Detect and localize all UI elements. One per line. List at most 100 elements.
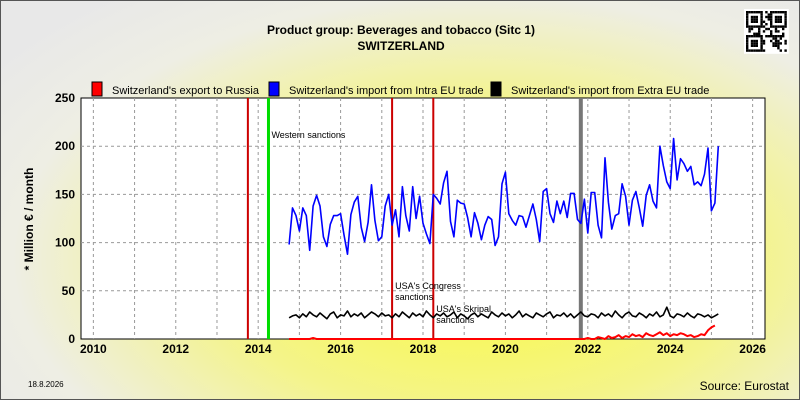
qr-module xyxy=(774,37,778,40)
x-tick-label: 2016 xyxy=(327,342,354,356)
qr-module xyxy=(755,25,758,28)
qr-module xyxy=(753,15,756,19)
qr-module xyxy=(772,35,775,38)
qr-module xyxy=(774,30,778,33)
qr-module xyxy=(779,20,782,23)
event-lines: Western sanctions USA's Congress sanctions… xyxy=(246,98,583,339)
qr-module xyxy=(750,20,754,23)
qr-module xyxy=(755,15,758,19)
qr-module xyxy=(753,11,756,14)
qr-module xyxy=(758,35,761,38)
qr-module xyxy=(770,32,773,35)
qr-module xyxy=(772,42,775,45)
qr-module xyxy=(758,32,761,35)
qr-module xyxy=(750,27,754,31)
event-label: USA's Skripal sanctions xyxy=(436,304,491,325)
qr-module xyxy=(770,25,773,28)
qr-module xyxy=(774,42,778,45)
qr-module xyxy=(753,20,756,23)
qr-module xyxy=(760,49,763,52)
qr-module xyxy=(777,44,780,47)
qr-module xyxy=(779,35,782,38)
qr-module xyxy=(760,13,763,16)
qr-module xyxy=(746,11,749,14)
qr-module xyxy=(782,32,785,35)
y-tick-label: 200 xyxy=(55,139,75,153)
qr-module xyxy=(748,11,751,14)
series-import-intra-eu xyxy=(288,137,720,255)
qr-module xyxy=(755,39,758,43)
qr-module xyxy=(784,23,787,26)
event-label: Western sanctions xyxy=(271,130,345,140)
qr-module xyxy=(755,44,758,47)
qr-module xyxy=(746,44,749,47)
qr-module xyxy=(774,18,778,21)
x-tick-label: 2012 xyxy=(162,342,189,356)
qr-module xyxy=(779,49,782,52)
qr-module xyxy=(750,49,754,52)
qr-module xyxy=(784,42,787,45)
qr-module xyxy=(760,37,763,40)
qr-module xyxy=(760,23,763,26)
qr-module xyxy=(755,35,758,38)
qr-module xyxy=(774,27,778,31)
qr-module xyxy=(777,15,780,19)
legend-label-intra-eu: Switzerland's import from Intra EU trade xyxy=(289,85,484,97)
qr-module xyxy=(760,15,763,19)
qr-module xyxy=(746,47,749,50)
qr-module xyxy=(770,20,773,23)
qr-module xyxy=(762,30,766,33)
qr-module xyxy=(777,18,780,21)
qr-module xyxy=(755,32,758,35)
qr-module xyxy=(784,49,787,52)
chart-subtitle: SWITZERLAND xyxy=(357,39,445,53)
qr-module xyxy=(750,18,754,21)
qr-module xyxy=(758,27,761,31)
qr-module xyxy=(750,35,754,38)
y-axis-label: * Million € / month xyxy=(22,168,36,271)
qr-module xyxy=(755,18,758,21)
qr-module xyxy=(777,20,780,23)
qr-module xyxy=(748,27,751,31)
qr-module xyxy=(779,15,782,19)
qr-module xyxy=(765,23,768,26)
series-import-extra-eu xyxy=(288,306,719,320)
qr-module xyxy=(772,25,775,28)
y-tick-label: 250 xyxy=(55,91,75,105)
qr-module xyxy=(762,42,766,45)
x-axis-ticks: 2010 2012 2014 2016 2018 2020 2022 2024 2026 xyxy=(80,342,766,356)
qr-module xyxy=(760,35,763,38)
qr-module xyxy=(767,13,770,16)
qr-module xyxy=(748,35,751,38)
x-tick-label: 2024 xyxy=(657,342,684,356)
qr-module xyxy=(758,25,761,28)
qr-module xyxy=(746,13,749,16)
qr-module xyxy=(770,35,773,38)
qr-module xyxy=(779,37,782,40)
legend-swatch-intra-eu xyxy=(268,81,280,97)
qr-module xyxy=(746,23,749,26)
qr-module xyxy=(755,11,758,14)
qr-module xyxy=(762,20,766,23)
qr-module xyxy=(772,37,775,40)
qr-module xyxy=(770,23,773,26)
qr-module xyxy=(782,11,785,14)
y-tick-label: 0 xyxy=(68,332,75,346)
qr-module xyxy=(784,15,787,19)
x-tick-label: 2020 xyxy=(492,342,519,356)
qr-module xyxy=(774,35,778,38)
series-lines xyxy=(288,137,720,340)
qr-module xyxy=(774,20,778,23)
qr-module xyxy=(774,25,778,28)
qr-module xyxy=(760,25,763,28)
qr-module xyxy=(755,49,758,52)
qr-module xyxy=(760,11,763,14)
qr-module xyxy=(750,44,754,47)
x-tick-label: 2026 xyxy=(739,342,766,356)
qr-module xyxy=(746,37,749,40)
legend-swatch-extra-eu xyxy=(490,81,502,97)
qr-module xyxy=(765,15,768,19)
series-export-russia xyxy=(289,324,716,340)
